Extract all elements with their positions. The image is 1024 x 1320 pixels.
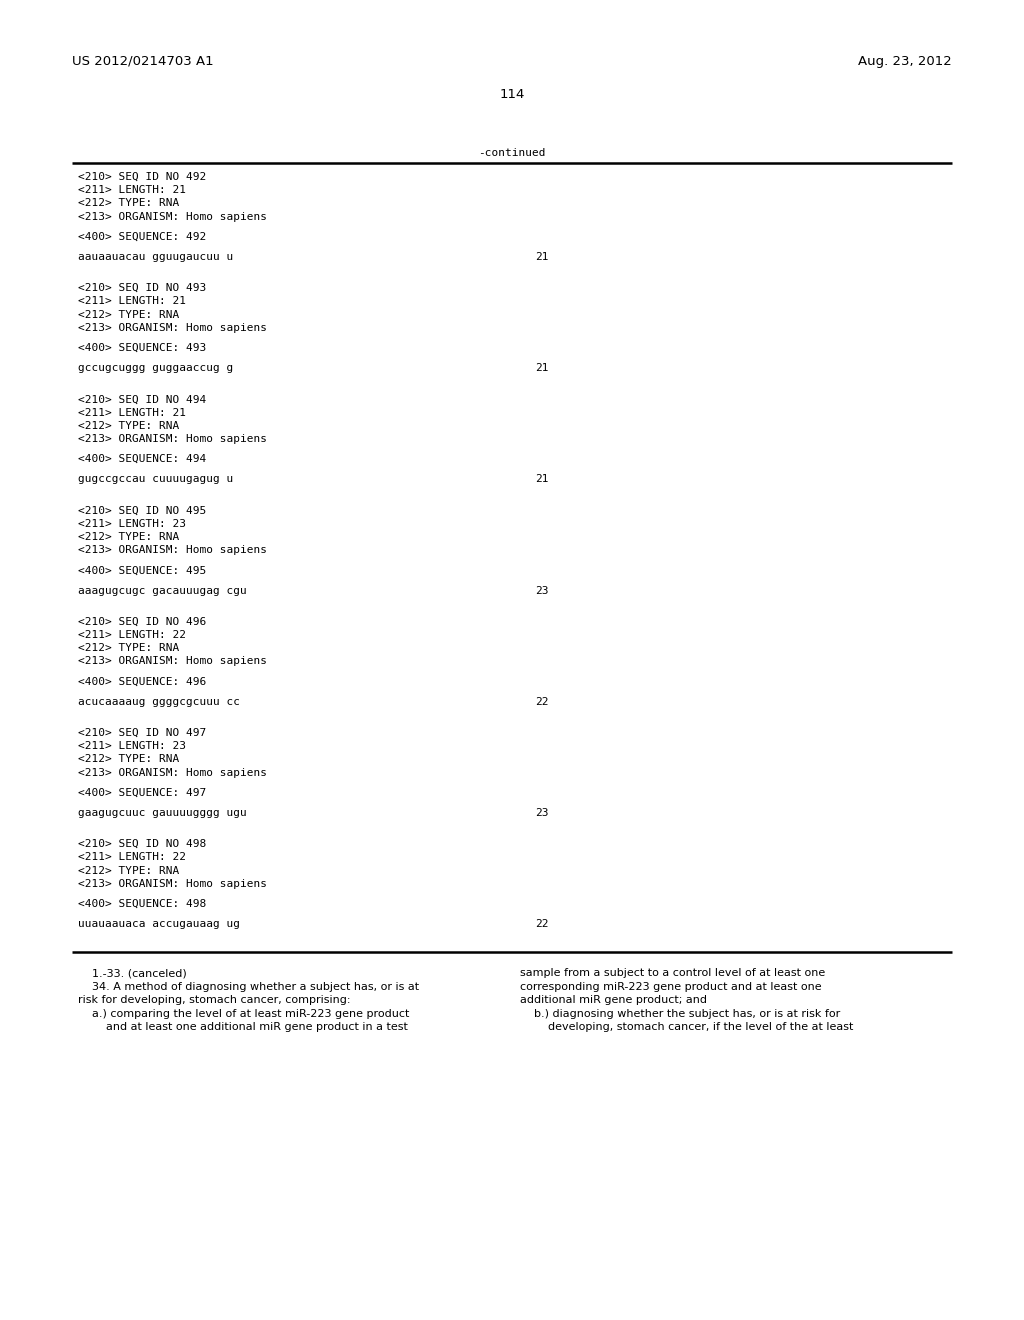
Text: <213> ORGANISM: Homo sapiens: <213> ORGANISM: Homo sapiens xyxy=(78,879,267,888)
Text: <400> SEQUENCE: 494: <400> SEQUENCE: 494 xyxy=(78,454,206,465)
Text: Aug. 23, 2012: Aug. 23, 2012 xyxy=(858,55,952,69)
Text: <211> LENGTH: 23: <211> LENGTH: 23 xyxy=(78,742,186,751)
Text: uuauaauaca accugauaag ug: uuauaauaca accugauaag ug xyxy=(78,919,240,929)
Text: <400> SEQUENCE: 498: <400> SEQUENCE: 498 xyxy=(78,899,206,909)
Text: acucaaaaug ggggcgcuuu cc: acucaaaaug ggggcgcuuu cc xyxy=(78,697,240,706)
Text: b.) diagnosing whether the subject has, or is at risk for: b.) diagnosing whether the subject has, … xyxy=(520,1008,841,1019)
Text: <212> TYPE: RNA: <212> TYPE: RNA xyxy=(78,421,179,430)
Text: <400> SEQUENCE: 496: <400> SEQUENCE: 496 xyxy=(78,677,206,686)
Text: 22: 22 xyxy=(535,697,549,706)
Text: <400> SEQUENCE: 495: <400> SEQUENCE: 495 xyxy=(78,565,206,576)
Text: risk for developing, stomach cancer, comprising:: risk for developing, stomach cancer, com… xyxy=(78,995,350,1006)
Text: gugccgccau cuuuugagug u: gugccgccau cuuuugagug u xyxy=(78,474,233,484)
Text: <213> ORGANISM: Homo sapiens: <213> ORGANISM: Homo sapiens xyxy=(78,323,267,333)
Text: 22: 22 xyxy=(535,919,549,929)
Text: <211> LENGTH: 21: <211> LENGTH: 21 xyxy=(78,297,186,306)
Text: <210> SEQ ID NO 493: <210> SEQ ID NO 493 xyxy=(78,284,206,293)
Text: <212> TYPE: RNA: <212> TYPE: RNA xyxy=(78,310,179,319)
Text: <211> LENGTH: 21: <211> LENGTH: 21 xyxy=(78,185,186,195)
Text: <211> LENGTH: 21: <211> LENGTH: 21 xyxy=(78,408,186,417)
Text: additional miR gene product; and: additional miR gene product; and xyxy=(520,995,707,1006)
Text: corresponding miR-223 gene product and at least one: corresponding miR-223 gene product and a… xyxy=(520,982,821,991)
Text: 1.-33. (canceled): 1.-33. (canceled) xyxy=(78,969,186,978)
Text: <210> SEQ ID NO 498: <210> SEQ ID NO 498 xyxy=(78,840,206,849)
Text: aaagugcugc gacauuugag cgu: aaagugcugc gacauuugag cgu xyxy=(78,586,247,595)
Text: and at least one additional miR gene product in a test: and at least one additional miR gene pro… xyxy=(78,1023,408,1032)
Text: <400> SEQUENCE: 497: <400> SEQUENCE: 497 xyxy=(78,788,206,797)
Text: 21: 21 xyxy=(535,474,549,484)
Text: <212> TYPE: RNA: <212> TYPE: RNA xyxy=(78,643,179,653)
Text: <212> TYPE: RNA: <212> TYPE: RNA xyxy=(78,198,179,209)
Text: <210> SEQ ID NO 492: <210> SEQ ID NO 492 xyxy=(78,172,206,182)
Text: <211> LENGTH: 22: <211> LENGTH: 22 xyxy=(78,630,186,640)
Text: 21: 21 xyxy=(535,363,549,374)
Text: sample from a subject to a control level of at least one: sample from a subject to a control level… xyxy=(520,969,825,978)
Text: <210> SEQ ID NO 495: <210> SEQ ID NO 495 xyxy=(78,506,206,516)
Text: <213> ORGANISM: Homo sapiens: <213> ORGANISM: Homo sapiens xyxy=(78,768,267,777)
Text: <212> TYPE: RNA: <212> TYPE: RNA xyxy=(78,755,179,764)
Text: US 2012/0214703 A1: US 2012/0214703 A1 xyxy=(72,55,214,69)
Text: <213> ORGANISM: Homo sapiens: <213> ORGANISM: Homo sapiens xyxy=(78,434,267,444)
Text: <213> ORGANISM: Homo sapiens: <213> ORGANISM: Homo sapiens xyxy=(78,211,267,222)
Text: aauaauacau gguugaucuu u: aauaauacau gguugaucuu u xyxy=(78,252,233,261)
Text: <213> ORGANISM: Homo sapiens: <213> ORGANISM: Homo sapiens xyxy=(78,656,267,667)
Text: <400> SEQUENCE: 493: <400> SEQUENCE: 493 xyxy=(78,343,206,352)
Text: gaagugcuuc gauuuugggg ugu: gaagugcuuc gauuuugggg ugu xyxy=(78,808,247,818)
Text: <210> SEQ ID NO 494: <210> SEQ ID NO 494 xyxy=(78,395,206,404)
Text: 23: 23 xyxy=(535,808,549,818)
Text: developing, stomach cancer, if the level of the at least: developing, stomach cancer, if the level… xyxy=(520,1023,853,1032)
Text: <400> SEQUENCE: 492: <400> SEQUENCE: 492 xyxy=(78,232,206,242)
Text: <212> TYPE: RNA: <212> TYPE: RNA xyxy=(78,866,179,875)
Text: <212> TYPE: RNA: <212> TYPE: RNA xyxy=(78,532,179,543)
Text: 34. A method of diagnosing whether a subject has, or is at: 34. A method of diagnosing whether a sub… xyxy=(78,982,419,991)
Text: 21: 21 xyxy=(535,252,549,261)
Text: a.) comparing the level of at least miR-223 gene product: a.) comparing the level of at least miR-… xyxy=(78,1008,410,1019)
Text: <213> ORGANISM: Homo sapiens: <213> ORGANISM: Homo sapiens xyxy=(78,545,267,556)
Text: -continued: -continued xyxy=(478,148,546,158)
Text: 23: 23 xyxy=(535,586,549,595)
Text: <210> SEQ ID NO 496: <210> SEQ ID NO 496 xyxy=(78,616,206,627)
Text: gccugcuggg guggaaccug g: gccugcuggg guggaaccug g xyxy=(78,363,233,374)
Text: <211> LENGTH: 23: <211> LENGTH: 23 xyxy=(78,519,186,529)
Text: 114: 114 xyxy=(500,88,524,102)
Text: <210> SEQ ID NO 497: <210> SEQ ID NO 497 xyxy=(78,729,206,738)
Text: <211> LENGTH: 22: <211> LENGTH: 22 xyxy=(78,853,186,862)
